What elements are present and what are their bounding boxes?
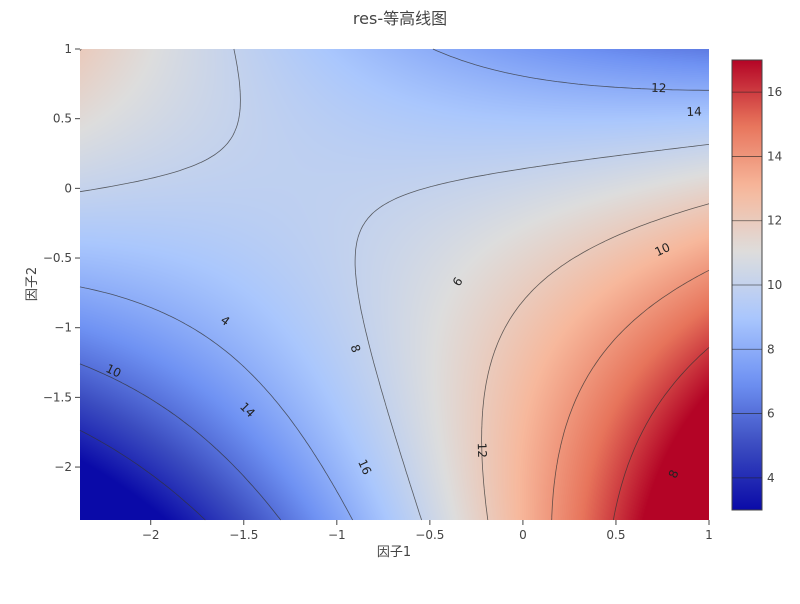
y-tick-label: −2	[54, 460, 72, 474]
colorbar-tick-label: 14	[767, 149, 782, 163]
plot-area	[80, 49, 709, 520]
y-tick-label: −0.5	[43, 251, 72, 265]
x-tick-label: −1.5	[229, 528, 258, 542]
y-tick-label: −1.5	[43, 390, 72, 404]
contour-label: 12	[651, 81, 667, 96]
y-tick-label: 0.5	[53, 112, 72, 126]
x-tick-label: 0	[519, 528, 527, 542]
y-tick-label: 1	[64, 42, 72, 56]
contour-line-12	[79, 48, 710, 521]
contour-line-6	[79, 363, 282, 521]
contour-line-4	[79, 429, 206, 521]
contour-label: 16	[355, 457, 374, 477]
x-tick-label: −0.5	[415, 528, 444, 542]
x-tick-label: −2	[142, 528, 160, 542]
y-tick-label: 0	[64, 181, 72, 195]
contour-lines	[79, 48, 710, 521]
contour-label: 10	[653, 240, 673, 259]
contour-line-8	[79, 48, 709, 521]
x-axis-title: 因子1	[377, 545, 411, 560]
x-tick-label: 0.5	[606, 528, 625, 542]
y-tick-label: −1	[54, 321, 72, 335]
colorbar-tick-label: 10	[767, 278, 782, 292]
chart-title: res-等高线图	[353, 9, 447, 28]
contour-label: 12	[475, 442, 489, 458]
contour-label: 10	[104, 361, 124, 380]
colorbar-tick-label: 12	[767, 214, 782, 228]
contour-line-16	[613, 347, 710, 521]
colorbar-tick-label: 16	[767, 85, 782, 99]
x-tick-label: −1	[328, 528, 346, 542]
colorbar-tick-label: 6	[767, 407, 775, 421]
colorbar-tick-label: 4	[767, 471, 775, 485]
contour-label: 8	[348, 343, 364, 355]
contour-line-10	[79, 48, 710, 521]
colorbar: 4 6 8 10 12 14 16	[731, 59, 782, 511]
contour-line-14	[551, 269, 710, 521]
x-tick-label: 1	[705, 528, 713, 542]
colorbar-tick-label: 8	[767, 342, 775, 356]
heatmap-surface	[80, 49, 709, 520]
contour-label: 14	[686, 104, 702, 119]
axes: −2 −1.5 −1 −0.5 0 0.5 1 −2 −1.5 −1 −0.5 0 0.5 1	[43, 42, 713, 542]
y-axis-title: 因子2	[25, 267, 40, 301]
